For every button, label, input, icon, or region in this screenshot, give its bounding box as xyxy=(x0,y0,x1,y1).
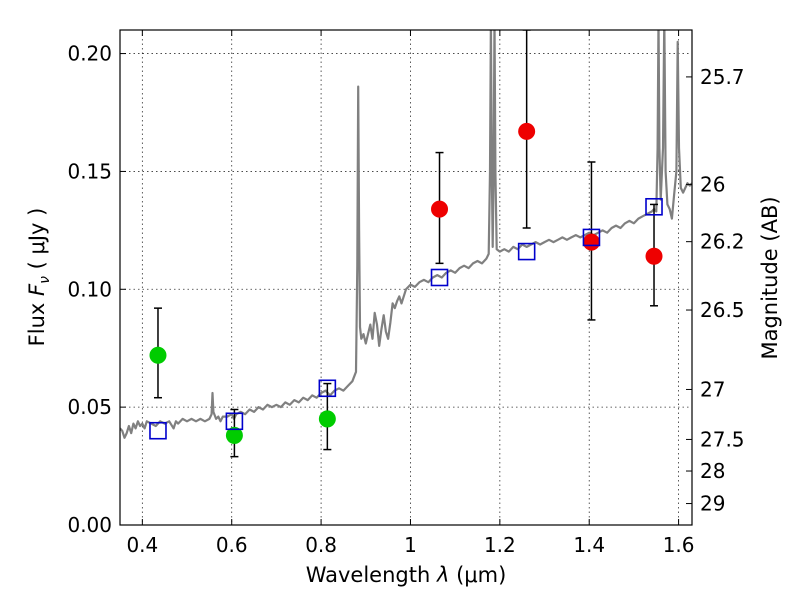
magnitude-tick-label: 26.5 xyxy=(700,298,745,322)
spectrum-line xyxy=(120,30,692,439)
y-tick-label: 0.10 xyxy=(67,277,112,301)
magnitude-tick-label: 26 xyxy=(700,172,725,196)
magnitude-tick-label: 27.5 xyxy=(700,427,745,451)
photometry-point xyxy=(225,426,243,444)
plot-frame xyxy=(119,29,693,526)
model-square-marker xyxy=(149,421,167,440)
model-square-marker xyxy=(318,379,337,398)
model-square-marker xyxy=(430,268,449,287)
magnitude-tick-label: 26.2 xyxy=(700,230,745,254)
photometry-point xyxy=(518,122,536,140)
spectrum-layer xyxy=(120,30,692,439)
x-axis-title: Wavelength λ (μm) xyxy=(306,563,507,587)
x-tick-label: 1.6 xyxy=(663,533,695,557)
magnitude-tick-label: 29 xyxy=(700,492,725,516)
x-tick-label: 0.8 xyxy=(305,533,337,557)
x-tick-label: 1 xyxy=(404,533,417,557)
y-tick-label: 0.00 xyxy=(67,513,112,537)
marker-layer xyxy=(149,30,663,458)
photometry-point xyxy=(582,233,600,251)
model-square-marker xyxy=(517,242,536,261)
magnitude-tick-label: 25.7 xyxy=(700,65,745,89)
y-axis-title: Flux Fν ( μJy ) xyxy=(25,208,53,347)
tick-layer: 0.4 0.6 0.8 1 1.2 1.4 1.6 0.00 0.05 0.10 0.15 0.20 2… xyxy=(67,30,745,557)
model-square-marker xyxy=(225,412,244,431)
x-tick-label: 1.2 xyxy=(484,533,516,557)
model-square-marker xyxy=(645,197,663,216)
photometry-point xyxy=(431,200,449,218)
photometry-point xyxy=(149,346,167,364)
right-axis-title: Magnitude (AB) xyxy=(758,196,782,359)
magnitude-tick-label: 27 xyxy=(700,377,725,401)
y-tick-label: 0.20 xyxy=(67,42,112,66)
x-tick-label: 0.4 xyxy=(126,533,158,557)
plot-area xyxy=(120,30,692,525)
y-tick-label: 0.15 xyxy=(67,159,112,183)
y-tick-label: 0.05 xyxy=(67,395,112,419)
x-tick-label: 1.4 xyxy=(573,533,605,557)
photometry-point xyxy=(645,247,663,265)
model-square-marker xyxy=(582,228,601,247)
x-tick-label: 0.6 xyxy=(216,533,248,557)
magnitude-tick-label: 28 xyxy=(700,459,725,483)
photometry-point xyxy=(318,410,336,428)
